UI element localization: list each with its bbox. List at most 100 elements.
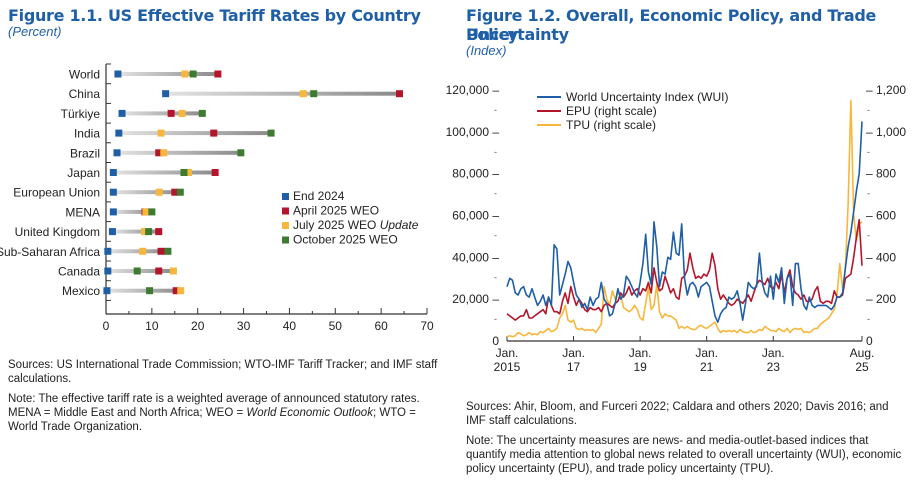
x-tick-label-month: Jan. bbox=[496, 346, 519, 360]
category-label: Japan bbox=[67, 166, 100, 180]
data-marker bbox=[181, 70, 189, 78]
y-left-tick-label: 120,000 – bbox=[446, 83, 500, 97]
y-right-minor-tick: - bbox=[867, 272, 870, 282]
legend-label: World Uncertainty Index (WUI) bbox=[566, 90, 729, 104]
x-tick-label-year: 25 bbox=[855, 360, 869, 374]
data-marker bbox=[103, 287, 111, 295]
data-marker bbox=[157, 129, 165, 137]
y-left-tick-label: 100,000 – bbox=[446, 125, 500, 139]
legend-label: April 2025 WEO bbox=[293, 204, 379, 218]
y-right-minor-tick: - bbox=[867, 105, 870, 115]
y-right-minor-tick: - bbox=[867, 147, 870, 157]
legend-swatch bbox=[282, 207, 289, 215]
data-marker bbox=[162, 90, 170, 98]
data-marker bbox=[237, 149, 245, 157]
x-tick-label: 70 bbox=[420, 319, 434, 333]
x-tick-label-year: 21 bbox=[700, 360, 714, 374]
data-marker bbox=[155, 228, 163, 236]
data-marker bbox=[155, 149, 163, 157]
y-right-tick-label: – 1,000 bbox=[866, 125, 906, 139]
series-line-tpu bbox=[506, 99, 863, 338]
data-marker bbox=[172, 287, 180, 295]
y-right-tick-label: – 1,200 bbox=[866, 83, 906, 97]
y-left-tick-label: 20,000 – bbox=[452, 292, 499, 306]
range-bar bbox=[107, 249, 168, 254]
x-tick-label-month: Jan. bbox=[695, 346, 718, 360]
legend-label-italic: Update bbox=[380, 218, 419, 232]
data-marker bbox=[160, 149, 168, 157]
data-marker bbox=[214, 70, 222, 78]
data-marker bbox=[114, 70, 122, 78]
range-bar bbox=[117, 150, 241, 155]
series-line-epu bbox=[506, 218, 863, 321]
range-bar bbox=[165, 91, 400, 96]
category-label: India bbox=[74, 127, 100, 141]
category-label: European Union bbox=[13, 186, 100, 200]
data-marker bbox=[198, 109, 206, 117]
y-left-tick-label: 0 bbox=[492, 334, 499, 348]
range-bar bbox=[117, 72, 218, 76]
legend-label: End 2024 bbox=[293, 189, 345, 203]
legend-swatch bbox=[282, 222, 289, 229]
range-bar bbox=[112, 229, 159, 234]
y-left-tick-label: 60,000 – bbox=[452, 209, 499, 223]
data-marker bbox=[178, 109, 186, 117]
x-tick-label-month: Jan. bbox=[629, 346, 652, 360]
y-left-minor-tick: - bbox=[494, 189, 497, 199]
figure2-title-line2: Uncertainty bbox=[466, 25, 569, 44]
legend-swatch bbox=[282, 236, 289, 244]
data-marker bbox=[109, 169, 117, 176]
data-marker bbox=[169, 267, 177, 275]
y-left-minor-tick: - bbox=[494, 314, 497, 324]
category-label: Türkiye bbox=[61, 107, 101, 121]
x-tick-label-month: Aug. bbox=[850, 346, 875, 360]
data-marker bbox=[267, 129, 275, 137]
note-italic: World Economic Outlook bbox=[246, 407, 373, 419]
data-marker bbox=[155, 267, 163, 275]
y-left-minor-tick: - bbox=[494, 272, 497, 282]
x-tick-label-year: 2015 bbox=[494, 360, 521, 374]
data-marker bbox=[210, 129, 218, 137]
category-label: China bbox=[69, 87, 101, 101]
x-tick-label-year: 19 bbox=[633, 360, 647, 374]
x-tick-label: 50 bbox=[329, 319, 343, 333]
figure1-subtitle: (Percent) bbox=[8, 24, 62, 39]
figure2-note: Note: The uncertainty measures are news-… bbox=[466, 435, 902, 475]
x-tick-label-month: Jan. bbox=[762, 346, 785, 360]
note-text: ; WTO = World Trade Organization. bbox=[8, 407, 416, 433]
data-marker bbox=[115, 129, 123, 137]
data-marker bbox=[118, 109, 126, 117]
data-marker bbox=[299, 90, 307, 98]
data-marker bbox=[148, 208, 156, 216]
legend-label: EPU (right scale) bbox=[566, 104, 657, 118]
figure2-subtitle: (Index) bbox=[466, 43, 507, 58]
y-right-tick-label: – 800 bbox=[866, 167, 896, 181]
category-label: World bbox=[69, 68, 100, 82]
data-marker bbox=[139, 247, 147, 255]
legend-label: TPU (right scale) bbox=[566, 118, 656, 132]
figure1-notes: Sources: US International Trade Commissi… bbox=[8, 358, 438, 440]
x-tick-label-month: Jan. bbox=[562, 346, 585, 360]
note-text: Note: The effective tariff rate is a wei… bbox=[8, 393, 420, 419]
data-marker bbox=[145, 228, 153, 236]
y-right-tick-label: – 200 bbox=[866, 292, 896, 306]
x-tick-label: 0 bbox=[103, 319, 110, 333]
legend-label: October 2025 WEO bbox=[293, 233, 398, 247]
y-left-tick-label: 40,000 – bbox=[452, 250, 499, 264]
category-label: MENA bbox=[65, 205, 100, 219]
figure2-sources: Sources: Ahir, Bloom, and Furceri 2022; … bbox=[466, 401, 889, 427]
figure1-sources: Sources: US International Trade Commissi… bbox=[8, 359, 438, 385]
x-tick-label: 30 bbox=[237, 319, 251, 333]
category-label: Sub-Saharan Africa bbox=[0, 245, 100, 259]
y-right-tick-label: – 600 bbox=[866, 209, 896, 223]
legend-label: July 2025 WEO Update bbox=[293, 218, 419, 232]
figure2-notes: Sources: Ahir, Bloom, and Furceri 2022; … bbox=[466, 400, 906, 482]
y-left-minor-tick: - bbox=[494, 230, 497, 240]
data-marker bbox=[177, 287, 185, 295]
range-bar bbox=[118, 131, 272, 136]
x-tick-label-year: 23 bbox=[767, 360, 781, 374]
y-right-minor-tick: - bbox=[867, 189, 870, 199]
x-tick-label: 10 bbox=[145, 319, 159, 333]
range-bar bbox=[122, 111, 203, 116]
category-label: United Kingdom bbox=[15, 225, 100, 239]
